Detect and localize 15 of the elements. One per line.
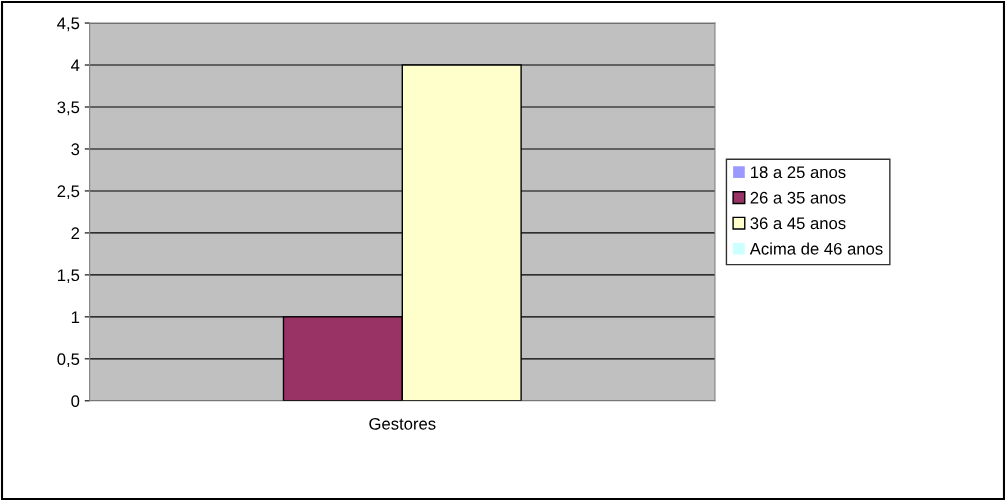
legend-label: Acima de 46 anos (749, 242, 883, 255)
y-tick-label: 4 (71, 59, 80, 72)
y-tick-label: 4,5 (57, 17, 80, 32)
y-tick-label: 3 (71, 143, 80, 156)
y-tick-label: 2 (71, 227, 80, 239)
x-tick-label: Gestores (369, 417, 436, 430)
y-tick-label: 1 (71, 311, 80, 323)
legend-label: 36 a 45 anos (750, 217, 846, 230)
y-tick-label: 0,5 (57, 353, 80, 367)
y-tick-label: 0 (71, 395, 80, 407)
y-tick-label: 2,5 (57, 185, 80, 200)
y-tick-label: 3,5 (57, 101, 80, 116)
y-tick-label: 1,5 (58, 269, 80, 284)
legend-label: 26 a 35 anos (750, 191, 846, 204)
legend-label: 18 a 25 anos (751, 166, 846, 179)
